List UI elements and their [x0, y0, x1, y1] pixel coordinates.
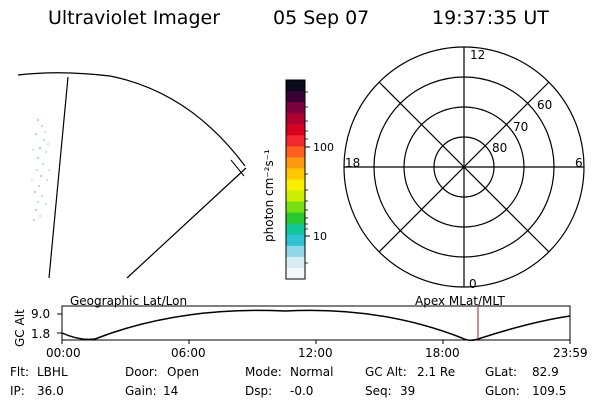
colorbar-tick-100: 100	[313, 141, 334, 154]
door-value: Open	[167, 365, 200, 379]
timeline-right-title: Apex MLat/MLT	[415, 294, 505, 308]
polar-label-12: 12	[470, 48, 486, 62]
gc-alt-curve	[61, 309, 571, 342]
timeline-x-1200: 12:00	[298, 346, 333, 360]
polar-lat-60: 60	[537, 98, 553, 112]
timeline-x-0600: 06:00	[171, 346, 206, 360]
gcalt-label: GC Alt:	[365, 365, 407, 379]
timeline-xticks	[61, 340, 571, 344]
ip-label: IP:	[10, 384, 25, 398]
timeline-y-top: 9.0	[31, 307, 51, 321]
timeline-y-bottom: 1.8	[31, 327, 51, 341]
ip-value: 36.0	[37, 384, 64, 398]
colorbar-tick-10: 10	[313, 230, 327, 243]
mode-value: Normal	[290, 365, 334, 379]
gain-value: 14	[163, 384, 179, 398]
timeline-x-0000: 00:00	[46, 346, 81, 360]
time-label: 19:37:35 UT	[432, 7, 549, 29]
polar-lat-70: 70	[513, 120, 529, 134]
glat-label: GLat:	[485, 365, 518, 379]
gain-label: Gain:	[125, 384, 157, 398]
polar-label-6: 6	[575, 156, 583, 170]
seq-label: Seq:	[365, 384, 392, 398]
app-title: Ultraviolet Imager	[48, 7, 221, 29]
polar-label-0: 0	[469, 277, 477, 291]
gcalt-value: 2.1 Re	[417, 365, 456, 379]
date-label: 05 Sep 07	[273, 7, 370, 29]
seq-value: 39	[400, 384, 416, 398]
mode-label: Mode:	[245, 365, 282, 379]
door-label: Door:	[125, 365, 158, 379]
dsp-label: Dsp:	[245, 384, 273, 398]
polar-label-18: 18	[345, 156, 361, 170]
glat-value: 82.9	[532, 365, 559, 379]
glon-label: GLon:	[485, 384, 520, 398]
flt-value: LBHL	[37, 365, 68, 379]
flt-label: Flt:	[10, 365, 29, 379]
dsp-value: -0.0	[290, 384, 314, 398]
timeline-x-1800: 18:00	[425, 346, 460, 360]
timeline-x-2359: 23:59	[553, 346, 588, 360]
glon-value: 109.5	[532, 384, 567, 398]
polar-lat-80: 80	[492, 141, 508, 155]
timeline-left-title: Geographic Lat/Lon	[70, 294, 188, 308]
